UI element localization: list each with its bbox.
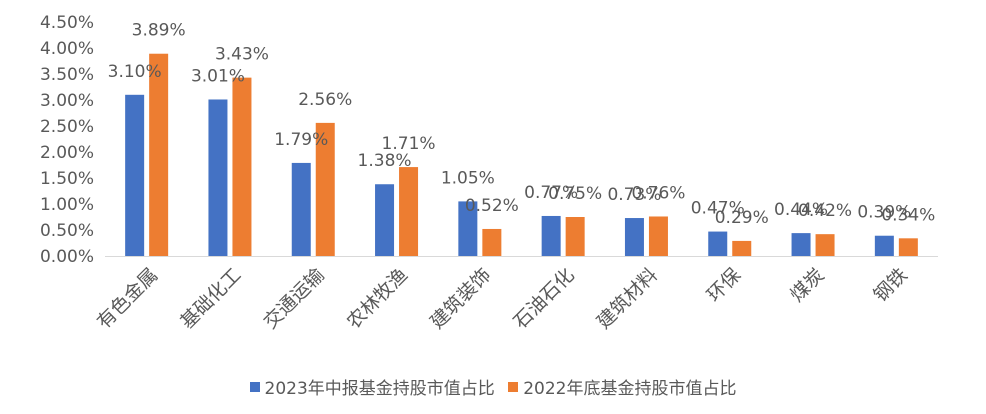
y-tick-label: 1.50% [40, 169, 94, 189]
data-label-series-1: 1.05% [441, 168, 495, 188]
data-label-series-1: 0.39% [857, 203, 911, 223]
legend: 2023年中报基金持股市值占比 2022年底基金持股市值占比 [0, 374, 986, 399]
x-tick-label: 建筑装饰 [426, 264, 495, 333]
data-label-series-2: 2.56% [298, 90, 352, 110]
data-label-series-1: 0.77% [524, 183, 578, 203]
data-label-series-1: 1.79% [274, 130, 328, 150]
bar-series-2 [315, 122, 335, 256]
y-tick-label: 0.50% [40, 221, 94, 241]
x-tick-label: 交通运输 [259, 264, 328, 333]
data-label-series-1: 1.38% [358, 151, 412, 171]
data-label-series-2: 0.42% [798, 201, 852, 221]
bar-series-1 [874, 235, 894, 256]
bar-series-1 [791, 233, 811, 256]
data-label-series-2: 1.71% [382, 134, 436, 154]
bar-series-2 [815, 234, 835, 256]
y-tick-label: 3.00% [40, 91, 94, 111]
x-tick-label: 农林牧渔 [343, 264, 412, 333]
bar-series-2 [732, 240, 752, 256]
bar-series-2 [399, 167, 419, 256]
data-label-series-2: 3.43% [215, 45, 269, 65]
bar-series-2 [482, 228, 502, 256]
legend-item-series-2: 2022年底基金持股市值占比 [508, 374, 736, 399]
x-tick-label: 有色金属 [93, 264, 162, 333]
y-tick-label: 1.00% [40, 195, 94, 215]
legend-item-series-1: 2023年中报基金持股市值占比 [249, 374, 495, 399]
bar-series-1 [375, 184, 395, 256]
x-tick-label: 建筑材料 [593, 264, 662, 333]
x-tick-label: 基础化工 [176, 264, 245, 333]
bar-series-1 [541, 215, 561, 256]
data-labels: 3.10% 3.01% 1.79% 1.38% 1.05% 0.77% 0.73% 0.47%… [108, 21, 936, 228]
legend-label-series-2: 2022年底基金持股市值占比 [523, 379, 737, 399]
legend-swatch-series-1 [249, 381, 260, 392]
legend-swatch-series-2 [508, 381, 519, 392]
bar-series-2 [565, 217, 585, 256]
bar-series [125, 53, 918, 256]
bar-series-1 [208, 99, 228, 256]
legend-label-series-1: 2023年中报基金持股市值占比 [264, 379, 495, 399]
y-tick-label: 2.50% [40, 117, 94, 137]
data-label-series-2: 0.29% [715, 208, 769, 228]
x-axis: 有色金属 基础化工 交通运输 农林牧渔 建筑装饰 石油石化 建筑材料 环保 煤炭 钢铁 [93, 256, 938, 333]
bar-series-2 [149, 53, 169, 256]
data-label-series-2: 0.75% [548, 184, 602, 204]
bar-series-1 [708, 231, 728, 256]
data-label-series-1: 0.47% [691, 199, 745, 219]
data-label-series-1: 3.01% [191, 66, 245, 86]
y-axis: 0.00% 0.50% 1.00% 1.50% 2.00% 2.50% 3.00% 3.50%… [40, 13, 94, 267]
y-tick-label: 2.00% [40, 143, 94, 163]
data-label-series-2: 0.34% [881, 205, 935, 225]
y-tick-label: 3.50% [40, 65, 94, 85]
y-tick-label: 0.00% [40, 247, 94, 267]
y-tick-label: 4.00% [40, 39, 94, 59]
data-label-series-1: 0.73% [607, 185, 661, 205]
bar-series-1 [125, 94, 145, 256]
data-label-series-1: 0.44% [774, 200, 828, 220]
x-tick-label: 石油石化 [509, 264, 578, 333]
data-label-series-1: 3.10% [108, 62, 162, 82]
data-label-series-2: 3.89% [132, 21, 186, 41]
bar-series-1 [291, 162, 311, 256]
x-tick-label: 煤炭 [786, 264, 828, 306]
bar-series-2 [648, 216, 668, 256]
bar-series-2 [898, 238, 918, 256]
bar-series-1 [624, 218, 644, 256]
data-label-series-2: 0.76% [631, 183, 685, 203]
bar-series-2 [232, 77, 252, 256]
x-tick-label: 环保 [703, 264, 745, 306]
bar-series-1 [458, 201, 478, 256]
y-tick-label: 4.50% [40, 13, 94, 33]
x-tick-label: 钢铁 [869, 264, 911, 306]
data-label-series-2: 0.52% [465, 196, 519, 216]
